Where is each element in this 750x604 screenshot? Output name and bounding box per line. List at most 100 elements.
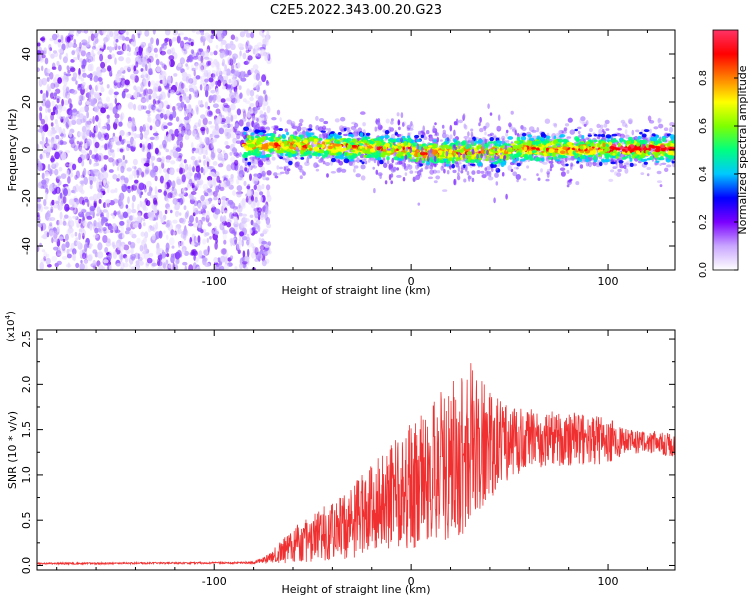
noise-blob	[181, 187, 186, 195]
band-halo-blob	[252, 164, 255, 168]
noise-blob	[116, 263, 121, 267]
noise-blob	[83, 177, 88, 185]
band-halo-blob	[669, 127, 673, 133]
noise-blob	[147, 143, 151, 150]
noise-blob	[120, 262, 124, 270]
band-halo-blob	[362, 122, 366, 126]
band-halo-blob	[625, 124, 628, 128]
noise-blob	[153, 125, 156, 131]
band-halo-blob	[435, 175, 440, 179]
noise-blob	[248, 199, 252, 205]
noise-blob	[255, 247, 259, 255]
noise-blob	[87, 170, 90, 174]
noise-blob	[200, 252, 203, 256]
noise-blob	[80, 29, 86, 33]
noise-blob	[155, 119, 161, 127]
noise-blob	[120, 28, 126, 34]
band-core-blob	[612, 134, 618, 137]
noise-blob	[46, 153, 50, 158]
noise-blob	[63, 221, 67, 226]
noise-blob	[184, 44, 190, 50]
noise-blob	[146, 48, 151, 56]
band-halo-blob	[356, 158, 360, 164]
band-halo-blob	[323, 161, 326, 165]
band-halo-blob	[393, 167, 397, 173]
noise-blob	[170, 160, 175, 164]
noise-blob	[95, 92, 100, 100]
band-halo-blob	[280, 117, 282, 122]
band-halo-blob	[266, 158, 270, 161]
noise-blob	[75, 80, 77, 84]
noise-blob	[200, 208, 204, 212]
noise-blob	[182, 248, 186, 254]
noise-blob	[225, 145, 230, 149]
noise-blob	[261, 74, 266, 82]
noise-blob	[209, 95, 214, 101]
noise-blob	[141, 232, 145, 237]
noise-blob	[71, 90, 77, 95]
noise-blob	[140, 143, 143, 148]
noise-blob	[232, 147, 237, 154]
band-halo-blob	[272, 157, 276, 161]
noise-blob	[224, 256, 228, 264]
noise-blob	[64, 215, 69, 219]
noise-blob	[209, 198, 211, 204]
noise-blob	[43, 199, 46, 206]
noise-blob	[132, 195, 136, 202]
noise-blob	[98, 104, 102, 107]
noise-blob	[42, 93, 46, 101]
noise-blob	[259, 238, 262, 245]
noise-blob	[80, 180, 84, 184]
noise-blob	[224, 210, 228, 214]
noise-blob	[104, 59, 110, 63]
noise-blob	[168, 59, 171, 67]
noise-blob	[57, 204, 62, 210]
noise-blob	[94, 126, 98, 131]
noise-blob	[127, 167, 132, 171]
noise-blob	[66, 42, 69, 49]
noise-blob	[156, 38, 159, 46]
noise-blob	[126, 132, 130, 137]
noise-blob	[172, 180, 176, 188]
noise-blob	[176, 179, 181, 185]
noise-blob	[163, 191, 167, 196]
band-halo-blob	[531, 130, 537, 133]
noise-blob	[152, 106, 155, 113]
noise-blob	[245, 267, 248, 272]
noise-blob	[114, 92, 119, 96]
band-core-blob	[646, 144, 649, 148]
band-halo-blob	[617, 128, 622, 131]
noise-blob	[78, 157, 82, 163]
noise-blob	[221, 78, 224, 81]
noise-blob	[104, 247, 108, 253]
noise-blob	[165, 149, 169, 153]
band-halo-blob	[570, 129, 576, 134]
noise-blob	[235, 36, 239, 41]
noise-blob	[100, 192, 103, 196]
band-halo-blob	[338, 167, 343, 172]
band-halo-blob	[657, 180, 662, 183]
noise-blob	[132, 215, 135, 221]
noise-blob	[110, 139, 114, 145]
noise-blob	[165, 28, 171, 35]
noise-blob	[223, 240, 226, 245]
noise-blob	[167, 91, 170, 98]
band-halo-blob	[247, 119, 251, 125]
noise-blob	[81, 39, 87, 43]
noise-blob	[188, 178, 192, 184]
noise-blob	[145, 170, 149, 174]
noise-blob	[120, 255, 122, 263]
noise-blob	[182, 72, 188, 78]
band-core-blob	[618, 160, 623, 163]
noise-blob	[147, 192, 151, 196]
noise-blob	[133, 104, 136, 111]
noise-blob	[129, 174, 133, 180]
noise-blob	[166, 265, 169, 273]
noise-blob	[93, 175, 97, 183]
band-halo-blob	[562, 160, 566, 164]
band-halo-blob	[648, 116, 652, 122]
noise-blob	[183, 233, 186, 241]
noise-blob	[143, 207, 148, 211]
band-halo-blob	[368, 159, 371, 163]
noise-blob	[127, 188, 131, 193]
